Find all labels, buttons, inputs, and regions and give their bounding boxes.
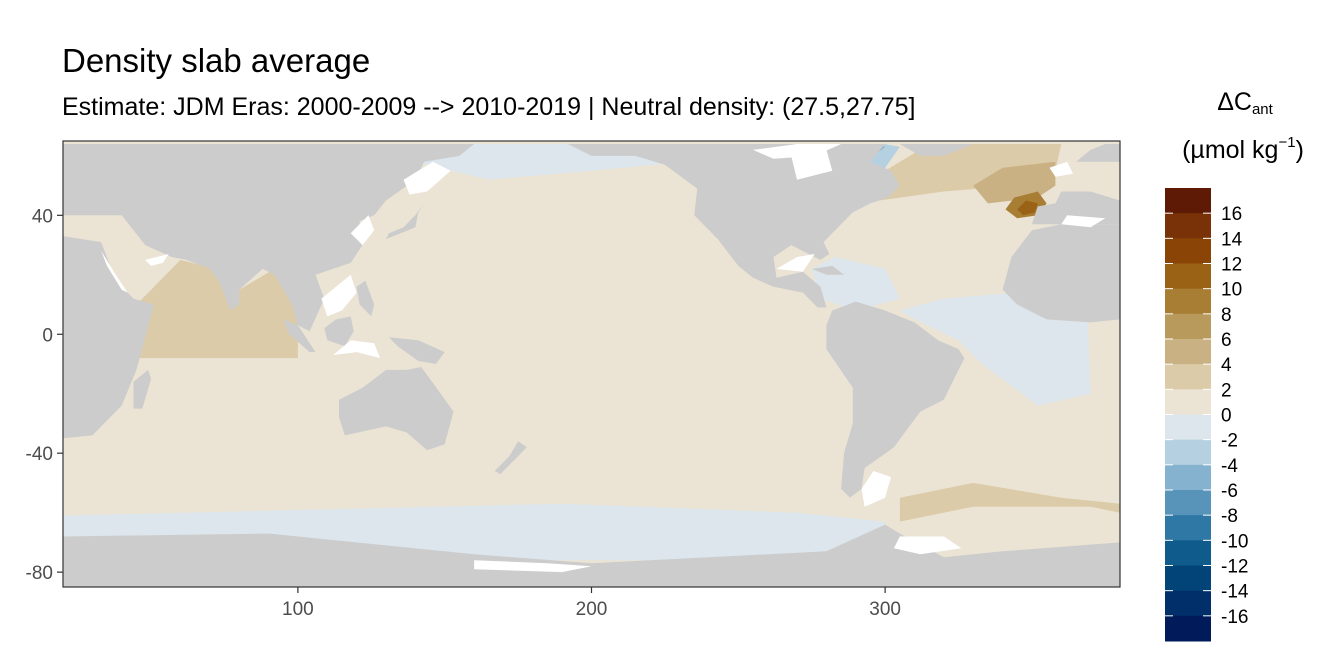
chart-title: Density slab average [62, 42, 371, 79]
nodata-gulf-mexico [776, 254, 815, 272]
legend-swatch [1165, 339, 1211, 365]
legend-swatch [1165, 238, 1211, 264]
region-iberia-peak [1017, 200, 1038, 216]
legend-swatch [1165, 188, 1211, 214]
y-tick-label: 0 [42, 325, 53, 346]
x-tick-label: 200 [576, 599, 608, 620]
legend-label: 8 [1221, 305, 1232, 326]
legend-label: 12 [1221, 255, 1242, 276]
land-europe-east [1031, 191, 1120, 225]
legend-swatch [1165, 615, 1211, 642]
land-newzealand [494, 441, 527, 474]
nodata-hudson [791, 149, 833, 180]
region-tropical-atlantic [899, 292, 1091, 406]
nodata-indonesia [333, 340, 381, 359]
legend-label: 16 [1221, 204, 1242, 225]
legend-label: 10 [1221, 280, 1242, 301]
nodata-arctic-canada [753, 144, 842, 159]
legend-label: -16 [1221, 607, 1248, 628]
legend-swatch [1165, 288, 1211, 315]
land-africa-west [1002, 224, 1120, 323]
land-south-america [826, 301, 965, 498]
x-tick-label: 300 [869, 599, 901, 620]
y-tick-label: -40 [26, 444, 53, 465]
legend-label: -14 [1221, 582, 1249, 603]
legend-label: 6 [1221, 330, 1232, 351]
land-borneo [324, 316, 354, 347]
legend-label: 14 [1221, 229, 1243, 250]
legend-label: -12 [1221, 557, 1248, 578]
legend-swatch [1165, 313, 1211, 340]
nodata-weddell [893, 536, 962, 555]
land-scandinavia [1076, 144, 1120, 162]
legend-title-line2: (µmol kg−1) [1182, 134, 1304, 164]
region-south-atlantic-patch [899, 482, 1120, 522]
legend-swatch [1165, 263, 1211, 290]
y-tick-label: -80 [26, 563, 53, 584]
chart-subtitle: Estimate: JDM Eras: 2000-2009 --> 2010-2… [62, 93, 916, 121]
legend-swatch [1165, 590, 1211, 617]
legend-label: -8 [1221, 506, 1238, 527]
region-north-atlantic [879, 144, 1062, 201]
nodata-ross [474, 560, 592, 573]
legend-label: -6 [1221, 481, 1238, 502]
land-africa [63, 236, 154, 439]
land-sumatra [283, 319, 316, 353]
legend-label: 0 [1221, 406, 1232, 427]
legend-swatch [1165, 389, 1211, 415]
legend-title-line1: ΔCant [1217, 88, 1273, 118]
y-tick-label: 40 [32, 206, 53, 227]
legend-swatch [1165, 565, 1211, 592]
legend-swatch [1165, 364, 1211, 390]
land-eurasia [63, 144, 475, 332]
nodata-arabian-gulf [145, 254, 169, 266]
land-north-america [568, 144, 900, 308]
legend-swatch [1165, 414, 1211, 441]
nodata-south-china-sea [321, 274, 357, 317]
land-newguinea [388, 337, 445, 364]
legend-label: -4 [1221, 456, 1238, 477]
legend-label: 2 [1221, 380, 1232, 401]
legend-label: -2 [1221, 431, 1238, 452]
land-cuba [811, 265, 844, 275]
nodata-patagonia [861, 471, 891, 507]
nodata-yellow-sea [350, 215, 375, 246]
legend-swatch [1165, 515, 1211, 541]
land-madagascar [133, 369, 152, 409]
legend-swatch [1165, 439, 1211, 466]
region-indian-north [121, 259, 298, 359]
legend-swatch [1165, 464, 1211, 491]
nodata-baltic [1049, 161, 1073, 177]
land-australia [339, 367, 454, 451]
legend-swatch [1165, 490, 1211, 516]
land-japan [386, 203, 425, 240]
legend-swatch [1165, 213, 1211, 239]
legend-label: 4 [1221, 355, 1232, 376]
x-tick-label: 100 [282, 599, 314, 620]
nodata-okhotsk [403, 161, 451, 195]
land-greenland [899, 144, 974, 156]
legend-swatch [1165, 540, 1211, 566]
legend-label: -10 [1221, 531, 1248, 552]
land-philippines [356, 280, 375, 317]
land-antarctica [63, 524, 1120, 587]
nodata-med [1061, 215, 1106, 228]
